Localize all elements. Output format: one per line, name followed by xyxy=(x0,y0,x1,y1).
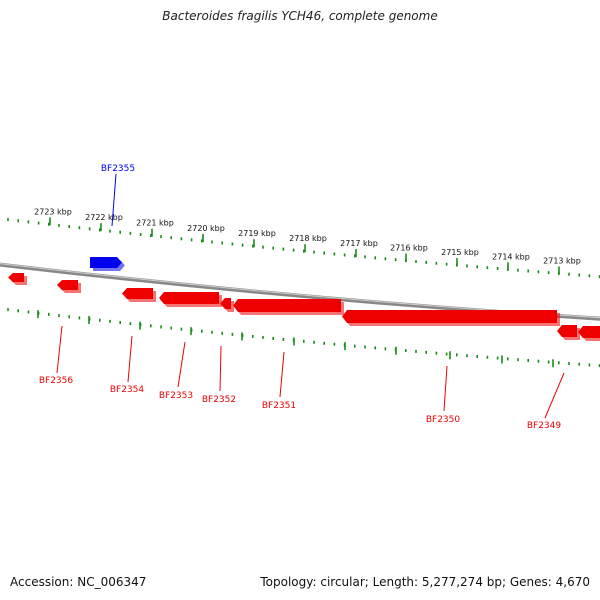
gene-label-BF2353[interactable]: BF2353 xyxy=(159,391,193,401)
gene-label-BF2356[interactable]: BF2356 xyxy=(39,376,74,386)
gene-label-BF2350[interactable]: BF2350 xyxy=(426,415,461,425)
gene-feature-BF2353[interactable] xyxy=(159,292,222,307)
gene-label-BF2349[interactable]: BF2349 xyxy=(527,421,562,431)
gene-feature-BF2352[interactable] xyxy=(220,298,234,312)
gene-label-BF2355[interactable]: BF2355 xyxy=(101,164,135,174)
kbp-tick-label: 2721 kbp xyxy=(136,219,174,228)
gene-feature-BF2354[interactable] xyxy=(122,288,156,302)
kbp-tick-label: 2717 kbp xyxy=(340,239,378,248)
lower-minor-scale xyxy=(7,308,600,368)
gene-leader-line xyxy=(443,365,448,412)
gene-leader-line xyxy=(219,345,222,392)
map-title: Bacteroides fragilis YCH46, complete gen… xyxy=(162,9,438,23)
gene-labels: BF2355 BF2356 BF2354 BF2353 BF2352 BF2351 BF23… xyxy=(39,164,565,431)
gene-leader-line xyxy=(127,335,133,383)
kbp-tick-label: 2720 kbp xyxy=(187,224,225,233)
gene-feature-partial[interactable] xyxy=(8,273,27,285)
kbp-tick-label: 2715 kbp xyxy=(441,248,479,257)
gene-leader-line xyxy=(177,341,186,388)
gene-feature-BF2355[interactable] xyxy=(90,257,125,271)
gene-leader-line xyxy=(111,173,117,227)
gene-label-BF2351[interactable]: BF2351 xyxy=(262,401,296,411)
gene-label-BF2352[interactable]: BF2352 xyxy=(202,395,236,405)
gene-leader-line xyxy=(544,372,565,419)
gene-feature-BF2349[interactable] xyxy=(557,325,580,340)
gene-feature-BF2356[interactable] xyxy=(57,280,81,293)
accession-text: Accession: NC_006347 xyxy=(10,575,147,589)
gene-label-BF2354[interactable]: BF2354 xyxy=(110,385,145,395)
gene-feature-next[interactable] xyxy=(578,326,600,341)
gene-features xyxy=(8,257,600,341)
kbp-tick-label: 2719 kbp xyxy=(238,229,276,238)
kbp-tick-label: 2713 kbp xyxy=(543,256,581,265)
gene-feature-BF2351[interactable] xyxy=(233,299,344,315)
genome-summary-text: Topology: circular; Length: 5,277,274 bp… xyxy=(260,575,590,589)
kbp-labels: 2723 kbp 2722 kbp 2721 kbp 2720 kbp 2719 kbp… xyxy=(34,207,581,265)
kbp-tick-label: 2714 kbp xyxy=(492,252,530,261)
gene-leader-line xyxy=(279,351,285,398)
kbp-tick-label: 2718 kbp xyxy=(289,234,327,243)
kbp-tick-label: 2723 kbp xyxy=(34,207,72,216)
kbp-tick-label: 2722 kbp xyxy=(85,213,123,222)
upper-kbp-scale xyxy=(7,217,600,279)
gene-leader-line xyxy=(56,325,63,374)
kbp-tick-label: 2716 kbp xyxy=(390,244,428,253)
gene-feature-BF2350[interactable] xyxy=(342,310,560,326)
